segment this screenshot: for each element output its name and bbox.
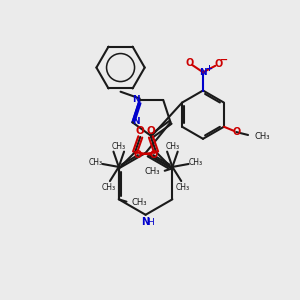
Text: O: O: [214, 59, 222, 69]
Text: N: N: [142, 217, 150, 227]
Text: CH₃: CH₃: [176, 183, 190, 192]
Text: CH₃: CH₃: [165, 142, 179, 151]
Text: O: O: [186, 58, 194, 68]
Text: N: N: [132, 95, 140, 104]
Text: N: N: [132, 117, 140, 126]
Text: CH₃: CH₃: [112, 142, 126, 151]
Text: O: O: [134, 150, 142, 160]
Text: −: −: [220, 55, 228, 65]
Text: CH₃: CH₃: [131, 198, 147, 207]
Text: O: O: [136, 126, 145, 136]
Text: CH₃: CH₃: [88, 158, 102, 167]
Text: O: O: [146, 126, 155, 136]
Text: O: O: [232, 127, 240, 137]
Text: N: N: [199, 68, 207, 77]
Text: CH₃: CH₃: [101, 183, 116, 192]
Text: CH₃: CH₃: [144, 167, 160, 176]
Text: +: +: [205, 64, 212, 73]
Text: CH₃: CH₃: [254, 132, 270, 141]
Text: CH₃: CH₃: [189, 158, 203, 167]
Text: H: H: [148, 218, 154, 226]
Text: O: O: [149, 150, 158, 160]
